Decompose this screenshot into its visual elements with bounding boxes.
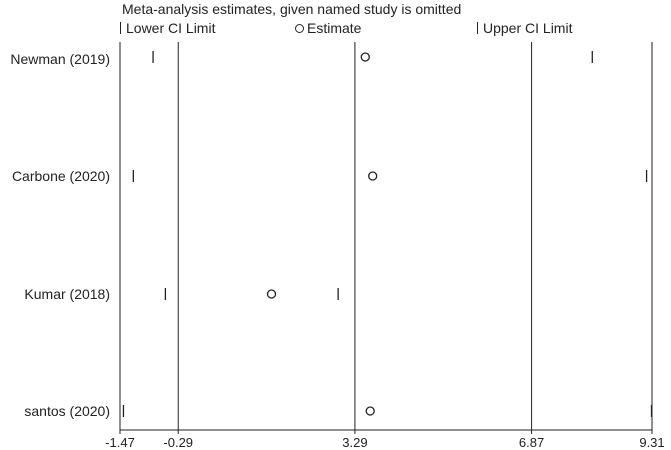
study-label-newman: Newman (2019) — [10, 51, 110, 67]
x-tick-label-0: -1.47 — [105, 435, 135, 450]
legend-upper-ci-label: Upper CI Limit — [483, 20, 573, 36]
x-tick-label-2: 3.29 — [342, 435, 367, 450]
legend-lower-ci: Lower CI Limit — [120, 20, 215, 36]
legend-lower-ci-label: Lower CI Limit — [126, 20, 216, 36]
x-tick-label-3: 6.87 — [519, 435, 544, 450]
lower-ci-marker-icon — [120, 22, 121, 34]
study-label-santos: santos (2020) — [24, 403, 110, 419]
study-label-kumar: Kumar (2018) — [24, 286, 110, 302]
legend-upper-ci: Upper CI Limit — [477, 20, 572, 36]
x-tick-label-1: -0.29 — [163, 435, 193, 450]
legend-estimate: Estimate — [295, 20, 361, 36]
chart-title: Meta-analysis estimates, given named stu… — [122, 1, 462, 17]
estimate-marker-2 — [266, 289, 277, 299]
estimate-marker-3 — [365, 406, 375, 416]
x-tick-label-4: 9.31 — [639, 435, 664, 450]
estimate-marker-icon — [295, 24, 304, 33]
upper-ci-marker-icon — [477, 22, 478, 34]
estimate-marker-0 — [360, 52, 370, 62]
legend-estimate-label: Estimate — [307, 20, 362, 36]
estimate-marker-1 — [368, 171, 378, 181]
study-label-carbone: Carbone (2020) — [11, 168, 110, 184]
